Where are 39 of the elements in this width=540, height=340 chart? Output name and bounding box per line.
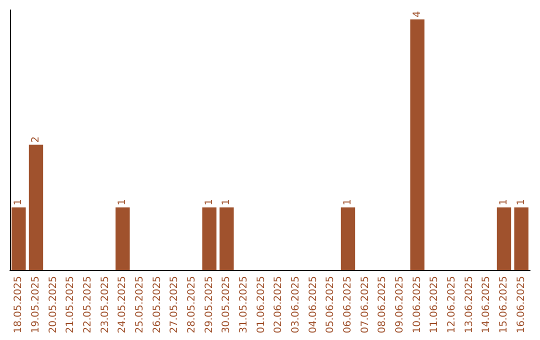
- x-tick-label: 26.05.2025: [152, 276, 163, 334]
- data-label: 1: [516, 198, 527, 206]
- x-tick-label: 18.05.2025: [13, 276, 24, 334]
- x-tick-label: 21.05.2025: [65, 276, 76, 334]
- x-tick-label: 24.05.2025: [117, 276, 128, 334]
- x-tick-label: 02.06.2025: [273, 276, 284, 334]
- x-tick-label: 31.05.2025: [238, 276, 250, 334]
- x-tick-label: 27.05.2025: [169, 276, 180, 334]
- x-tick-label: 15.06.2025: [498, 276, 510, 334]
- x-tick-label: 06.06.2025: [342, 276, 354, 334]
- x-tick-label: 19.05.2025: [30, 276, 42, 334]
- x-tick-label: 11.06.2025: [429, 276, 440, 334]
- x-tick-label: 01.06.2025: [256, 276, 267, 334]
- x-tick-label: 07.06.2025: [360, 276, 371, 334]
- data-label: 1: [221, 198, 232, 206]
- x-tick-label: 14.06.2025: [481, 276, 492, 334]
- data-label: 4: [412, 11, 423, 18]
- x-tick-label: 05.06.2025: [325, 276, 336, 334]
- x-tick-label: 10.06.2025: [412, 276, 423, 334]
- x-tick-label: 28.05.2025: [186, 276, 198, 334]
- x-tick-label: 30.05.2025: [221, 276, 232, 334]
- x-tick-label: 20.05.2025: [48, 276, 59, 334]
- x-tick-label: 04.06.2025: [308, 276, 319, 334]
- data-label: 1: [342, 198, 354, 206]
- x-tick-label: 23.05.2025: [100, 276, 111, 334]
- data-label: 1: [13, 198, 24, 206]
- x-tick-label: 09.06.2025: [394, 276, 406, 334]
- x-tick-label: 12.06.2025: [446, 276, 458, 334]
- x-tick-label: 22.05.2025: [82, 276, 94, 334]
- x-tick-label: 08.06.2025: [377, 276, 388, 334]
- x-tick-label: 25.05.2025: [134, 276, 146, 334]
- x-tick-label: 16.06.2025: [516, 276, 527, 334]
- x-tick-label: 03.06.2025: [290, 276, 302, 334]
- data-label: 1: [498, 198, 510, 206]
- data-label: 1: [117, 198, 128, 206]
- data-label: 1: [204, 198, 215, 206]
- data-label: 2: [30, 136, 42, 143]
- x-tick-label: 29.05.2025: [204, 276, 215, 334]
- x-tick-label: 13.06.2025: [464, 276, 475, 334]
